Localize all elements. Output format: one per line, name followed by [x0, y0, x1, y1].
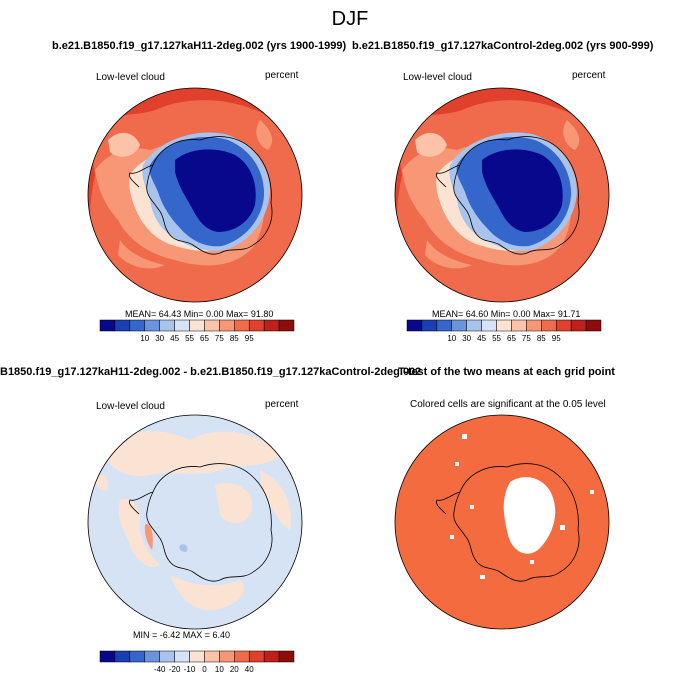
colorbar-tick-label: 10 [215, 665, 224, 674]
colorbar-swatch [555, 319, 572, 332]
colorbar-tick-label: -40 [154, 665, 166, 674]
colorbar-tick-label: 30 [462, 334, 471, 343]
panel-3-map [88, 415, 302, 629]
panel-4-map [395, 415, 609, 629]
panel-1-colorbar: 10 30 45 55 65 75 85 95 [99, 319, 295, 343]
colorbar-swatch [278, 650, 295, 663]
colorbar-swatch [436, 319, 453, 332]
panel-3-variable-label: Low-level cloud [96, 401, 165, 412]
colorbar-swatch [263, 650, 280, 663]
colorbar-swatch [159, 650, 175, 663]
colorbar-swatch [466, 319, 482, 332]
figure-title: DJF [331, 8, 369, 30]
colorbar-swatch [234, 319, 250, 332]
panel-1-title: b.e21.B1850.f19_g17.127kaH11-2deg.002 (y… [52, 40, 347, 52]
colorbar-tick-label: 65 [507, 334, 516, 343]
colorbar-swatch [481, 319, 497, 332]
panel-2-title: b.e21.B1850.f19_g17.127kaControl-2deg.00… [352, 40, 654, 52]
colorbar-tick-label: 85 [230, 334, 239, 343]
colorbar-swatch [451, 319, 467, 332]
colorbar-tick-label: 10 [447, 334, 456, 343]
colorbar-tick-label: 45 [170, 334, 179, 343]
colorbar-tick-label: 55 [185, 334, 194, 343]
colorbar-swatch [99, 319, 116, 332]
colorbar-tick-label: 40 [245, 665, 254, 674]
panel-1-map [88, 88, 302, 302]
colorbar-swatch [114, 319, 131, 332]
colorbar-swatch [421, 319, 438, 332]
colorbar-tick-label: 95 [552, 334, 561, 343]
colorbar-tick-label: 55 [492, 334, 501, 343]
colorbar-tick-label: 75 [215, 334, 224, 343]
panel-2-colorbar: 10 30 45 55 65 75 85 95 [406, 319, 602, 343]
panel-4-title: T-test of the two means at each grid poi… [398, 366, 615, 378]
colorbar-tick-label: 0 [202, 665, 207, 674]
colorbar-swatch [570, 319, 587, 332]
colorbar-swatch [248, 650, 265, 663]
colorbar-swatch [129, 319, 146, 332]
colorbar-swatch [144, 319, 160, 332]
panel-4-subtitle: Colored cells are significant at the 0.0… [410, 399, 606, 410]
panel-2-map [395, 88, 609, 302]
panel-3-map-border [87, 414, 303, 630]
colorbar-swatch [263, 319, 280, 332]
panel-2-map-border [394, 87, 610, 303]
colorbar-tick-label: 45 [477, 334, 486, 343]
colorbar-swatch [114, 650, 131, 663]
colorbar-swatch [159, 319, 175, 332]
colorbar-swatch [99, 650, 116, 663]
colorbar-swatch [204, 650, 220, 663]
colorbar-swatch [174, 319, 190, 332]
colorbar-tick-label: -20 [169, 665, 181, 674]
colorbar-swatch [174, 650, 190, 663]
colorbar-swatch [406, 319, 423, 332]
colorbar-swatch [189, 319, 205, 332]
panel-1-map-border [87, 87, 303, 303]
panel-2-units-label: percent [572, 70, 606, 81]
panel-1-stats: MEAN= 64.43 Min= 0.00 Max= 91.80 [125, 309, 274, 319]
colorbar-swatch [189, 650, 205, 663]
colorbar-tick-label: -10 [184, 665, 196, 674]
panel-1-units-label: percent [265, 70, 299, 81]
colorbar-swatch [526, 319, 542, 332]
panel-3-units-label: percent [265, 399, 299, 410]
panel-3-stats: MIN = -6.42 MAX = 6.40 [133, 630, 231, 640]
colorbar-tick-label: 65 [200, 334, 209, 343]
colorbar-swatch [541, 319, 557, 332]
colorbar-tick-label: 20 [230, 665, 239, 674]
panel-2-variable-label: Low-level cloud [403, 72, 472, 83]
colorbar-swatch [278, 319, 295, 332]
colorbar-swatch [144, 650, 160, 663]
colorbar-swatch [585, 319, 602, 332]
colorbar-swatch [219, 319, 235, 332]
colorbar-tick-label: 30 [155, 334, 164, 343]
colorbar-tick-label: 95 [245, 334, 254, 343]
colorbar-swatch [511, 319, 527, 332]
panel-3-title: B1850.f19_g17.127kaH11-2deg.002 - b.e21.… [0, 366, 422, 378]
colorbar-swatch [204, 319, 220, 332]
panel-4-map-border [394, 414, 610, 630]
colorbar-tick-label: 75 [522, 334, 531, 343]
colorbar-swatch [496, 319, 512, 332]
colorbar-tick-label: 85 [537, 334, 546, 343]
panel-3-colorbar: -40 -20 -10 0 10 20 40 [99, 650, 295, 674]
colorbar-swatch [129, 650, 146, 663]
colorbar-tick-label: 10 [140, 334, 149, 343]
panel-2-stats: MEAN= 64.60 Min= 0.00 Max= 91.71 [432, 309, 581, 319]
colorbar-swatch [248, 319, 265, 332]
colorbar-swatch [219, 650, 235, 663]
panel-1-variable-label: Low-level cloud [96, 72, 165, 83]
colorbar-swatch [234, 650, 250, 663]
